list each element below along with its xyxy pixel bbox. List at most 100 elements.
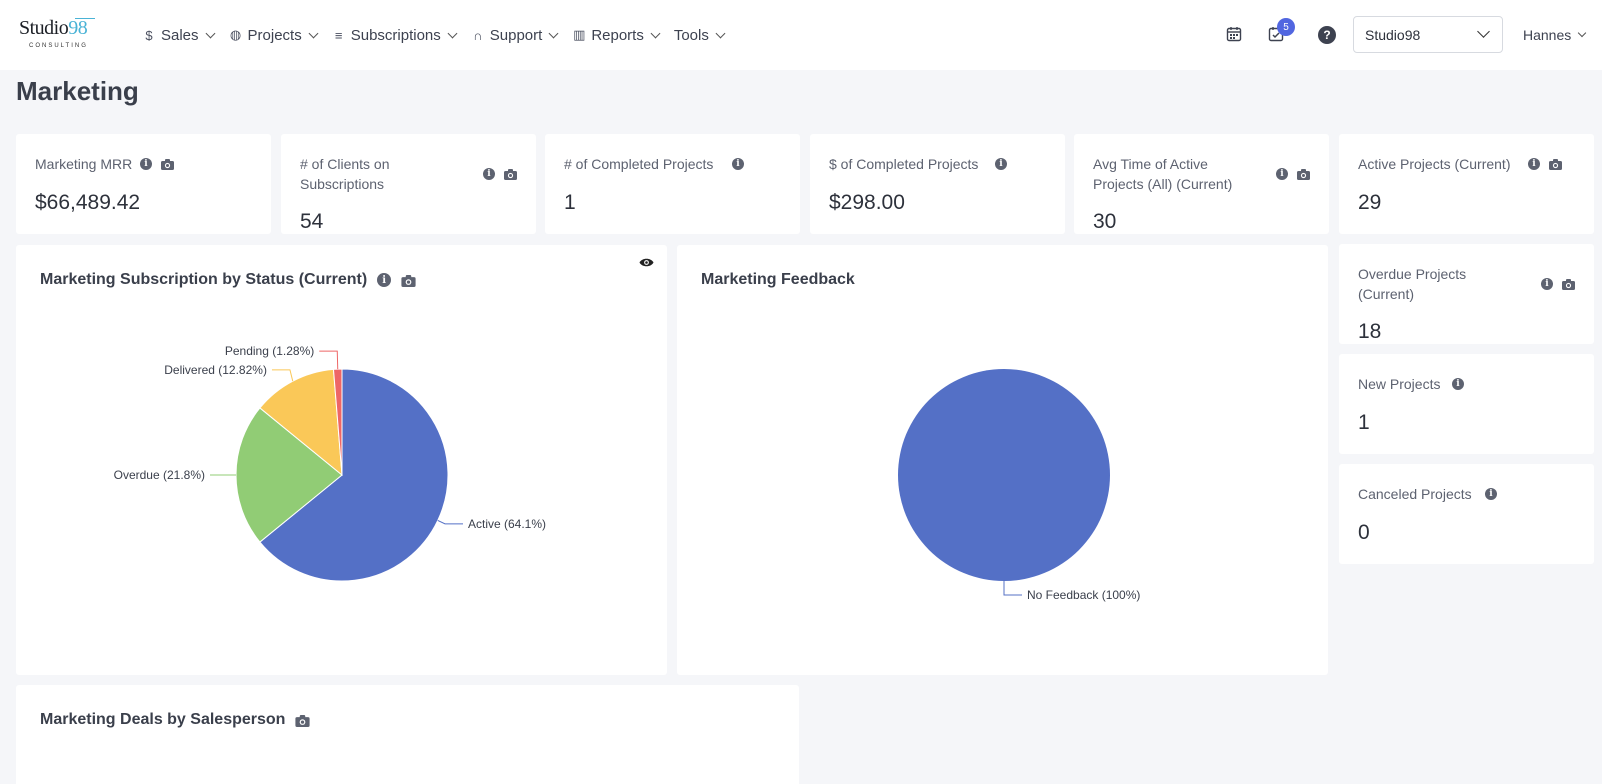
kpi-value: $66,489.42 xyxy=(35,191,141,214)
kpi-card-canceled: Canceled Projects i 0 xyxy=(1339,464,1594,564)
pie-slice-pending[interactable] xyxy=(332,368,343,476)
pie-label-pending: Pending (1.28%) xyxy=(225,344,314,358)
info-icon[interactable]: i xyxy=(140,158,152,170)
kpi-label: Overdue Projects (Current) xyxy=(1358,266,1467,302)
kpi-actions: i xyxy=(1276,168,1310,180)
kpi-label: New Projects xyxy=(1358,376,1441,392)
kpi-value: 29 xyxy=(1358,191,1382,214)
pie-leader-active xyxy=(437,519,463,525)
tasks-count-badge: 5 xyxy=(1277,18,1295,36)
kpi-value: 1 xyxy=(1358,411,1370,434)
main-nav: $ Sales ◍ Projects ≡ Subscriptions ∩ Sup… xyxy=(142,24,739,46)
info-icon[interactable]: i xyxy=(377,273,392,287)
company-select-value: Studio98 xyxy=(1365,27,1421,43)
globe-icon: ◍ xyxy=(229,27,242,42)
kpi-mrr-label: Marketing MRR xyxy=(35,156,133,172)
chevron-down-icon xyxy=(308,28,319,38)
kpi-label: Marketing MRR xyxy=(35,154,132,174)
info-icon[interactable]: i xyxy=(483,168,495,180)
info-icon[interactable]: i xyxy=(1541,278,1553,290)
pie-slice-delivered[interactable] xyxy=(259,368,343,477)
page-title: Marketing xyxy=(16,76,139,106)
eye-icon[interactable] xyxy=(639,255,654,273)
kpi-actions: i xyxy=(1485,488,1506,500)
subscription-status-chart-card: Marketing Subscription by Status (Curren… xyxy=(16,245,667,675)
pie-leader-pending xyxy=(319,350,339,370)
pie-slice-no-feedback[interactable] xyxy=(898,369,1110,581)
pie-label-delivered: Delivered (12.82%) xyxy=(164,363,267,377)
nav-reports-label: Reports xyxy=(591,26,644,44)
camera-icon[interactable] xyxy=(1562,279,1575,290)
calendar-icon[interactable] xyxy=(1224,24,1244,44)
kpi-label: Avg Time of Active Projects (All) (Curre… xyxy=(1093,156,1233,192)
user-menu[interactable]: Hannes xyxy=(1523,27,1587,43)
info-icon[interactable]: i xyxy=(732,158,744,170)
logo-brand: Studio98 xyxy=(19,17,88,39)
kpi-label: Active Projects (Current) xyxy=(1358,156,1511,172)
kpi-card-clients: # of Clients on Subscriptions i 54 xyxy=(281,134,536,234)
kpi-label: # of Completed Projects xyxy=(564,156,714,172)
info-icon[interactable]: i xyxy=(995,158,1007,170)
chevron-down-icon xyxy=(650,28,661,38)
camera-icon[interactable] xyxy=(295,715,311,727)
dollar-icon: $ xyxy=(145,27,153,43)
nav-projects-label: Projects xyxy=(247,26,302,44)
info-icon[interactable]: i xyxy=(1276,168,1288,180)
kpi-actions: i xyxy=(1528,158,1562,170)
kpi-card-new: New Projects i 1 xyxy=(1339,354,1594,454)
info-icon[interactable]: i xyxy=(1452,378,1464,390)
pie-leader-delivered xyxy=(271,369,294,382)
pie-label-overdue: Overdue (21.8%) xyxy=(114,468,205,482)
pie-label-active: Active (64.1%) xyxy=(468,517,546,531)
kpi-card-overdue: Overdue Projects (Current) i 18 xyxy=(1339,244,1594,344)
chevron-down-icon xyxy=(447,28,458,38)
nav-subscriptions-label: Subscriptions xyxy=(350,26,441,44)
subscription-status-pie: Active (64.1%) Overdue (21.8%) Delivered (… xyxy=(114,344,546,582)
kpi-card-avg-time: Avg Time of Active Projects (All) (Curre… xyxy=(1074,134,1329,234)
kpi-value: 1 xyxy=(564,191,576,214)
chart-title: Marketing Subscription by Status (Curren… xyxy=(40,271,416,289)
subscription-chart-title: Marketing Subscription by Status (Curren… xyxy=(40,271,368,288)
kpi-actions: i xyxy=(732,158,753,170)
headset-icon: ∩ xyxy=(473,27,483,43)
logo-subtitle: CONSULTING xyxy=(29,43,88,49)
deals-chart-title: Marketing Deals by Salesperson xyxy=(40,711,286,728)
studio98-logo[interactable]: Studio98 CONSULTING xyxy=(19,17,99,53)
camera-icon[interactable] xyxy=(161,159,174,170)
deals-by-salesperson-card: Marketing Deals by Salesperson xyxy=(16,685,799,784)
nav-support-label: Support xyxy=(489,26,543,44)
pie-label-no-feedback: No Feedback (100%) xyxy=(1027,588,1140,602)
camera-icon[interactable] xyxy=(401,275,416,287)
help-icon[interactable]: ? xyxy=(1318,26,1336,44)
kpi-card-active: Active Projects (Current) i 29 xyxy=(1339,134,1594,234)
pie-slice-overdue[interactable] xyxy=(235,407,343,543)
nav-sales[interactable]: $ Sales xyxy=(142,26,215,44)
camera-icon[interactable] xyxy=(1549,159,1562,170)
nav-tools[interactable]: Tools xyxy=(674,27,726,44)
kpi-actions: i xyxy=(483,168,517,180)
kpi-value: $298.00 xyxy=(829,191,905,214)
feedback-chart-card: Marketing Feedback No Feedback (100%) xyxy=(677,245,1328,675)
camera-icon[interactable] xyxy=(504,169,517,180)
bar-chart-icon: ▥ xyxy=(573,27,586,42)
info-icon[interactable]: i xyxy=(1528,158,1540,170)
nav-subscriptions[interactable]: ≡ Subscriptions xyxy=(332,26,458,44)
logo-brand-text: Studio xyxy=(19,17,69,39)
kpi-value: 54 xyxy=(300,210,324,233)
pie-leader-no-feedback xyxy=(1003,581,1022,596)
chevron-down-icon xyxy=(548,28,559,38)
nav-projects[interactable]: ◍ Projects xyxy=(229,26,319,44)
top-navbar: Studio98 CONSULTING $ Sales ◍ Projects ≡… xyxy=(0,0,1602,70)
camera-icon[interactable] xyxy=(1297,169,1310,180)
user-name: Hannes xyxy=(1523,27,1572,43)
company-select[interactable]: Studio98 xyxy=(1353,16,1503,53)
info-icon[interactable]: i xyxy=(1485,488,1497,500)
nav-reports[interactable]: ▥ Reports xyxy=(572,26,661,44)
nav-support[interactable]: ∩ Support xyxy=(471,26,559,44)
nav-sales-label: Sales xyxy=(161,26,199,44)
kpi-label: # of Clients on Subscriptions xyxy=(300,156,390,192)
kpi-card-completed-value: $ of Completed Projects i $298.00 xyxy=(810,134,1065,234)
chevron-down-icon xyxy=(1477,25,1490,38)
logo-accent-line xyxy=(75,18,95,19)
feedback-chart-title: Marketing Feedback xyxy=(701,271,855,288)
